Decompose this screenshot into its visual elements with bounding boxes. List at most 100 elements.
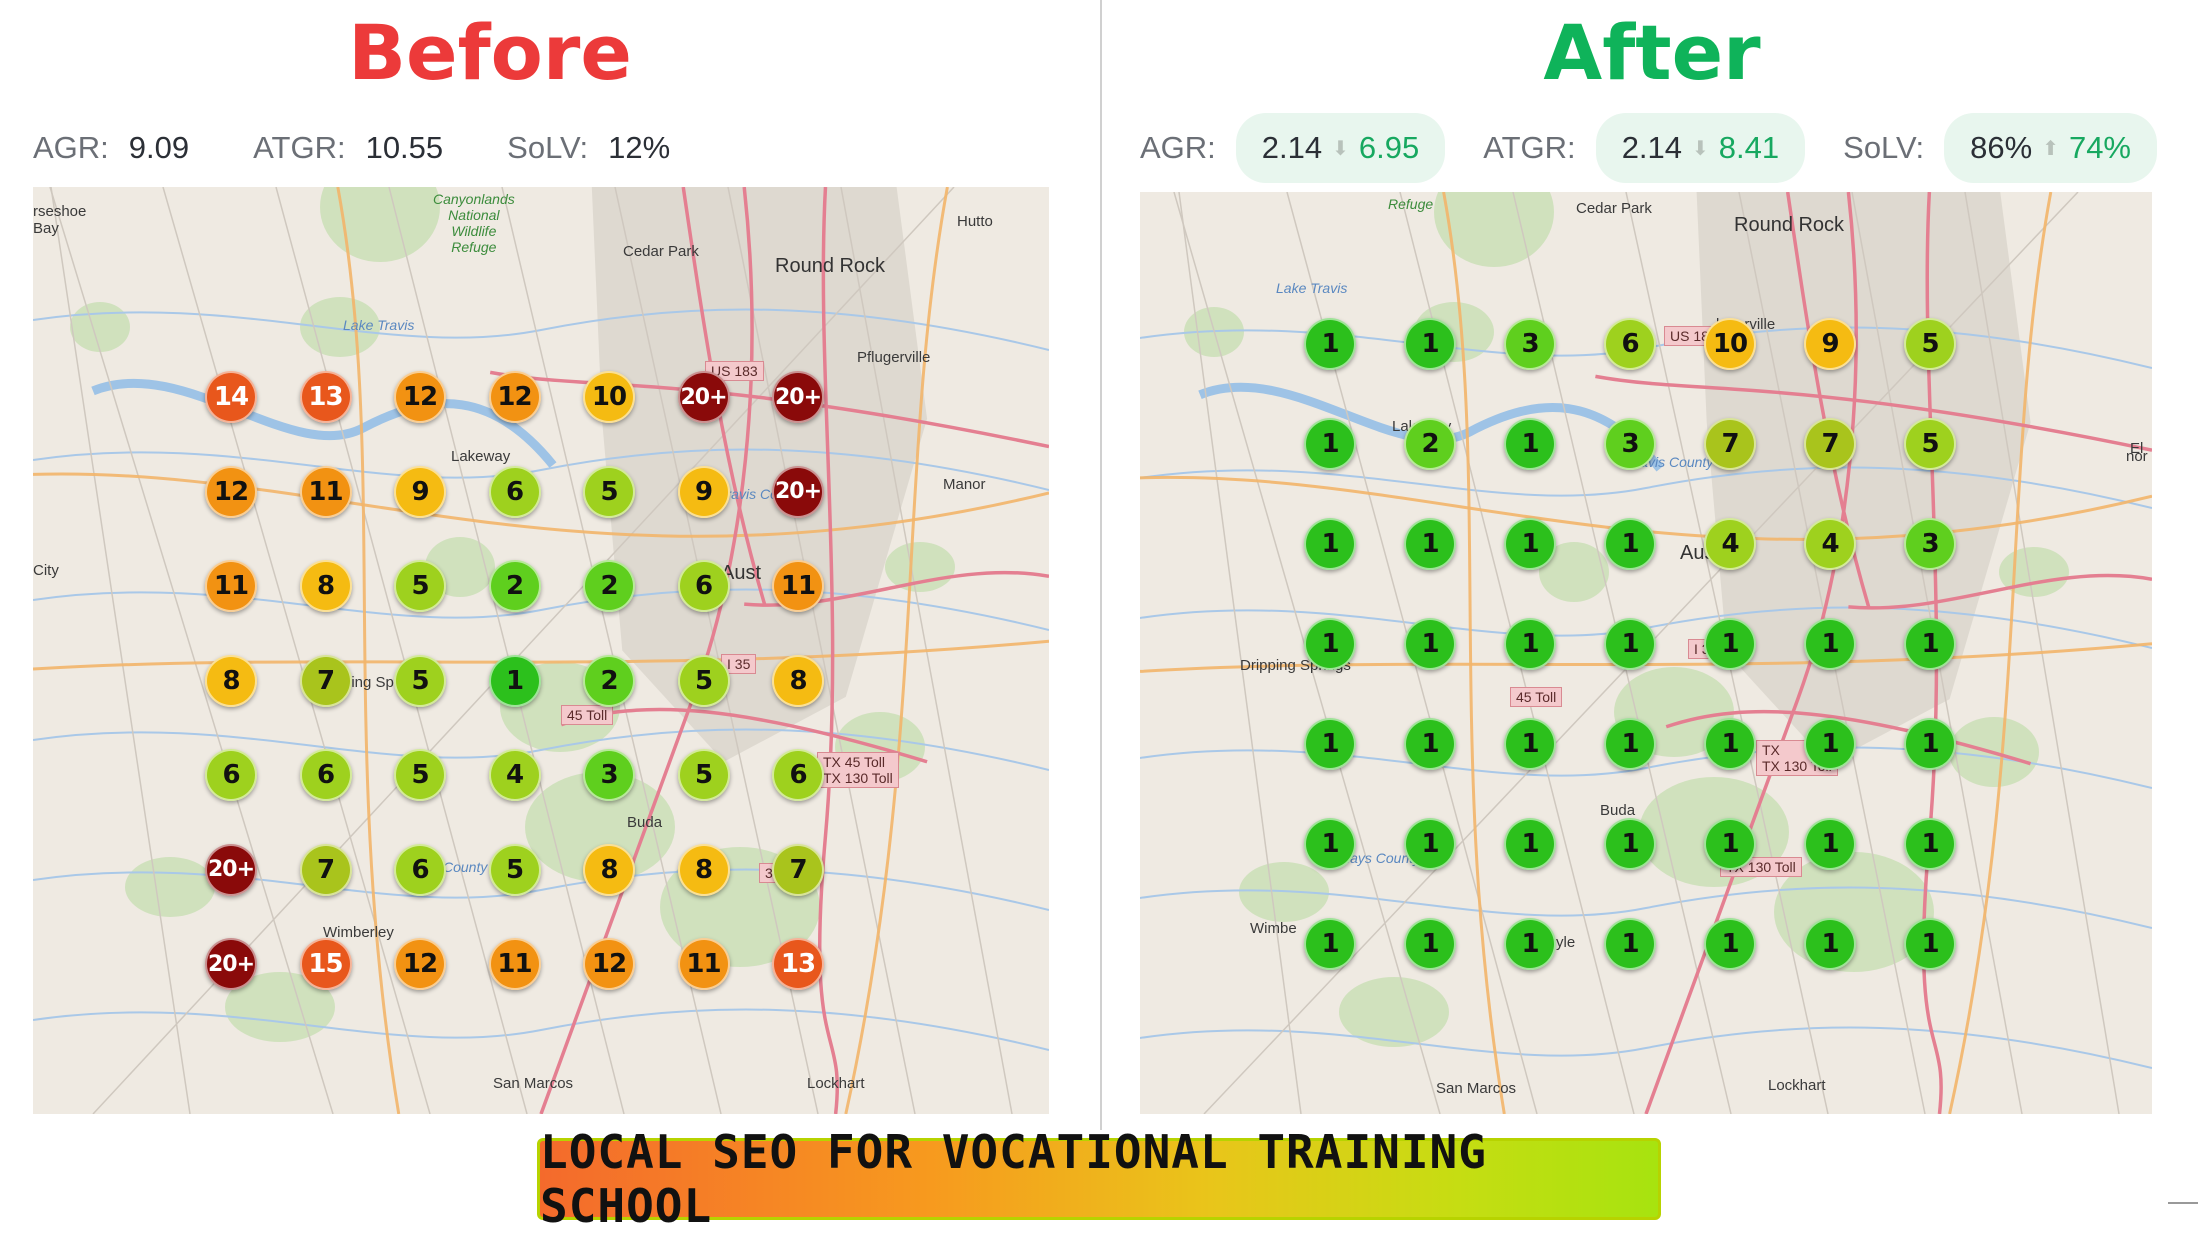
rank-pin[interactable]: 1 — [1904, 818, 1956, 870]
rank-pin[interactable]: 1 — [1504, 418, 1556, 470]
rank-pin[interactable]: 1 — [1704, 618, 1756, 670]
rank-pin[interactable]: 9 — [1804, 318, 1856, 370]
rank-pin[interactable]: 1 — [1604, 618, 1656, 670]
rank-pin[interactable]: 20+ — [205, 938, 257, 990]
rank-pin[interactable]: 1 — [1304, 318, 1356, 370]
rank-pin[interactable]: 1 — [1604, 918, 1656, 970]
rank-pin[interactable]: 1 — [1504, 518, 1556, 570]
rank-pin[interactable]: 4 — [1704, 518, 1756, 570]
rank-pin[interactable]: 4 — [488, 749, 541, 801]
rank-pin[interactable]: 1 — [1804, 818, 1856, 870]
rank-pin[interactable]: 5 — [394, 560, 446, 612]
rank-pin[interactable]: 8 — [583, 843, 635, 896]
rank-pin[interactable]: 3 — [583, 749, 635, 801]
rank-pin[interactable]: 1 — [1604, 718, 1656, 770]
rank-pin[interactable]: 3 — [1504, 318, 1556, 370]
rank-pin[interactable]: 1 — [1504, 718, 1556, 770]
rank-pin[interactable]: 12 — [205, 465, 257, 518]
rank-pin[interactable]: 20+ — [772, 371, 824, 423]
rank-pin[interactable]: 14 — [205, 371, 257, 423]
rank-pin[interactable]: 1 — [1804, 718, 1856, 770]
rank-pin[interactable]: 7 — [299, 654, 352, 707]
rank-pin[interactable]: 1 — [1404, 918, 1456, 970]
rank-pin[interactable]: 9 — [394, 465, 446, 518]
rank-pin[interactable]: 9 — [677, 465, 730, 518]
rank-pin[interactable]: 8 — [677, 843, 730, 896]
rank-pin[interactable]: 6 — [488, 465, 541, 518]
rank-pin[interactable]: 10 — [1704, 318, 1756, 370]
rank-pin[interactable]: 1 — [1904, 618, 1956, 670]
rank-pin[interactable]: 1 — [1604, 518, 1656, 570]
rank-pin[interactable]: 1 — [1304, 618, 1356, 670]
rank-pin[interactable]: 1 — [1304, 718, 1356, 770]
rank-pin[interactable]: 5 — [488, 843, 541, 896]
rank-pin[interactable]: 6 — [677, 560, 730, 612]
rank-pin[interactable]: 1 — [1304, 818, 1356, 870]
rank-pin[interactable]: 2 — [488, 560, 541, 612]
rank-pin[interactable]: 7 — [1804, 418, 1856, 470]
rank-pin[interactable]: 11 — [677, 938, 730, 990]
rank-pin[interactable]: 1 — [1504, 618, 1556, 670]
rank-pin[interactable]: 1 — [1304, 518, 1356, 570]
rank-pin[interactable]: 1 — [1904, 918, 1956, 970]
rank-pin[interactable]: 1 — [1804, 918, 1856, 970]
before-map[interactable]: rseshoe Bay Canyonlands National Wildlife… — [33, 187, 1049, 1114]
rank-pin[interactable]: 8 — [772, 654, 824, 707]
rank-pin[interactable]: 5 — [583, 465, 635, 518]
rank-pin[interactable]: 1 — [1804, 618, 1856, 670]
rank-pin[interactable]: 6 — [299, 749, 352, 801]
rank-pin[interactable]: 11 — [299, 465, 352, 518]
rank-pin[interactable]: 11 — [488, 938, 541, 990]
rank-pin[interactable]: 5 — [394, 749, 446, 801]
rank-pin[interactable]: 5 — [677, 749, 730, 801]
rank-pin[interactable]: 8 — [299, 560, 352, 612]
rank-pin[interactable]: 1 — [1504, 818, 1556, 870]
rank-pin[interactable]: 1 — [1404, 518, 1456, 570]
rank-pin[interactable]: 2 — [583, 654, 635, 707]
rank-pin[interactable]: 1 — [1404, 718, 1456, 770]
rank-pin[interactable]: 20+ — [677, 371, 730, 423]
rank-pin[interactable]: 12 — [394, 371, 446, 423]
rank-pin[interactable]: 1 — [1604, 818, 1656, 870]
rank-pin[interactable]: 1 — [1304, 418, 1356, 470]
rank-pin[interactable]: 11 — [772, 560, 824, 612]
rank-pin[interactable]: 3 — [1904, 518, 1956, 570]
rank-pin[interactable]: 6 — [394, 843, 446, 896]
rank-pin[interactable]: 12 — [583, 938, 635, 990]
rank-pin[interactable]: 7 — [299, 843, 352, 896]
rank-pin[interactable]: 1 — [1304, 918, 1356, 970]
rank-pin[interactable]: 6 — [1604, 318, 1656, 370]
rank-pin[interactable]: 6 — [772, 749, 824, 801]
rank-pin[interactable]: 1 — [1704, 818, 1756, 870]
rank-pin[interactable]: 4 — [1804, 518, 1856, 570]
rank-pin[interactable]: 7 — [772, 843, 824, 896]
rank-pin[interactable]: 6 — [205, 749, 257, 801]
rank-pin[interactable]: 3 — [1604, 418, 1656, 470]
rank-pin[interactable]: 1 — [1404, 618, 1456, 670]
rank-pin[interactable]: 2 — [583, 560, 635, 612]
rank-pin[interactable]: 1 — [1504, 918, 1556, 970]
rank-pin[interactable]: 20+ — [772, 465, 824, 518]
rank-pin[interactable]: 1 — [488, 654, 541, 707]
rank-pin[interactable]: 20+ — [205, 843, 257, 896]
rank-pin[interactable]: 5 — [1904, 418, 1956, 470]
rank-pin[interactable]: 1 — [1404, 818, 1456, 870]
rank-pin[interactable]: 1 — [1904, 718, 1956, 770]
rank-pin[interactable]: 1 — [1704, 718, 1756, 770]
rank-pin[interactable]: 13 — [299, 371, 352, 423]
rank-pin[interactable]: 10 — [583, 371, 635, 423]
rank-pin[interactable]: 11 — [205, 560, 257, 612]
rank-pin[interactable]: 12 — [488, 371, 541, 423]
rank-pin[interactable]: 1 — [1404, 318, 1456, 370]
rank-pin[interactable]: 13 — [772, 938, 824, 990]
rank-pin[interactable]: 15 — [299, 938, 352, 990]
rank-pin[interactable]: 8 — [205, 654, 257, 707]
rank-pin[interactable]: 2 — [1404, 418, 1456, 470]
rank-pin[interactable]: 5 — [394, 654, 446, 707]
rank-pin[interactable]: 12 — [394, 938, 446, 990]
rank-pin[interactable]: 1 — [1704, 918, 1756, 970]
rank-pin[interactable]: 7 — [1704, 418, 1756, 470]
rank-pin[interactable]: 5 — [677, 654, 730, 707]
rank-pin[interactable]: 5 — [1904, 318, 1956, 370]
